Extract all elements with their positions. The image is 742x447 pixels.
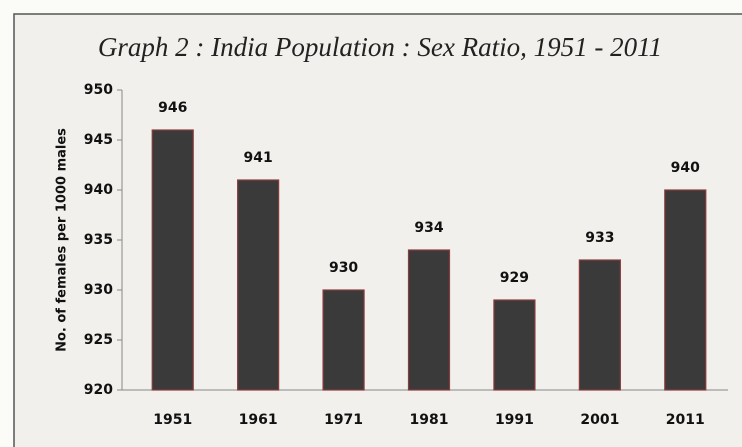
chart-frame	[13, 13, 742, 447]
bar	[664, 189, 707, 391]
data-label: 930	[329, 260, 358, 276]
bar	[322, 289, 365, 391]
x-tick-label: 1961	[239, 412, 278, 428]
x-tick-label: 1981	[410, 412, 449, 428]
data-label: 929	[500, 270, 529, 286]
y-axis-label: No. of females per 1000 males	[55, 128, 70, 352]
data-label: 946	[158, 100, 187, 116]
x-tick-label: 1971	[324, 412, 363, 428]
y-tick-label: 945	[84, 132, 113, 148]
data-label: 934	[414, 220, 443, 236]
y-tick-label: 950	[84, 82, 113, 98]
bar	[578, 259, 621, 391]
y-tick-label: 940	[84, 182, 113, 198]
y-tick-label: 925	[84, 332, 113, 348]
bar	[237, 179, 280, 391]
y-tick-label: 920	[84, 382, 113, 398]
bar	[151, 129, 194, 391]
x-tick-label: 1991	[495, 412, 534, 428]
x-tick-label: 2011	[666, 412, 705, 428]
data-label: 941	[244, 150, 273, 166]
x-tick-label: 1951	[153, 412, 192, 428]
y-tick-label: 930	[84, 282, 113, 298]
bar	[493, 299, 536, 391]
chart-title: Graph 2 : India Population : Sex Ratio, …	[98, 32, 662, 62]
x-tick-label: 2001	[580, 412, 619, 428]
data-label: 940	[671, 160, 700, 176]
y-tick-label: 935	[84, 232, 113, 248]
data-label: 933	[585, 230, 614, 246]
bar	[407, 249, 451, 391]
